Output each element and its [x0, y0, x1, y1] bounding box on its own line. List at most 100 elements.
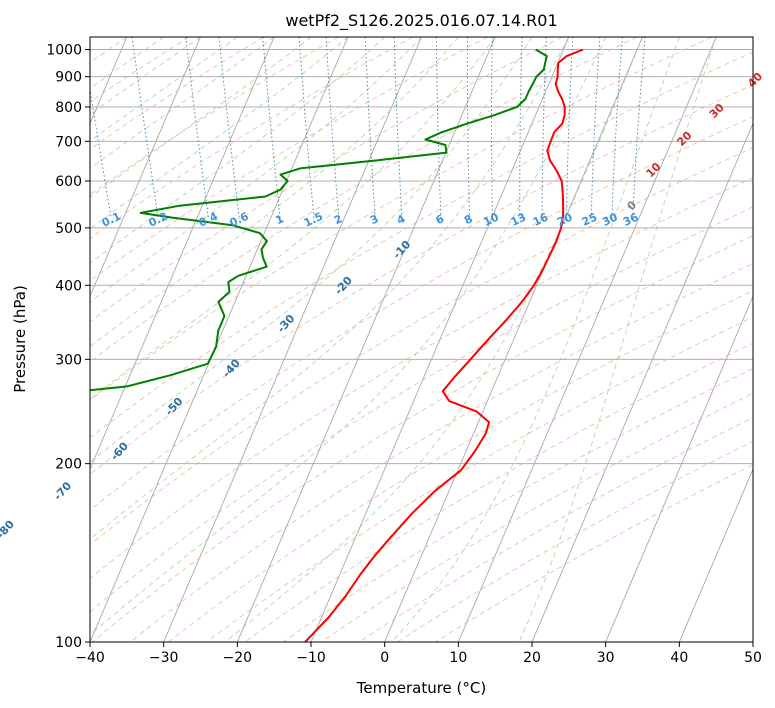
mixing-ratio-line	[491, 37, 493, 219]
moist-adiabat-line	[90, 37, 238, 142]
x-tick-label: 50	[744, 650, 762, 666]
isotherm-line	[678, 467, 753, 642]
mixing-ratio-label: 2	[332, 212, 344, 227]
dry-adiabat-line	[244, 342, 753, 642]
dry-adiabat-line	[320, 392, 753, 642]
dry-adiabat-line	[90, 146, 753, 546]
dry-adiabat-line	[282, 368, 753, 642]
isotherm-label: -20	[332, 274, 355, 298]
mixing-ratio-label: 13	[509, 211, 528, 229]
y-tick-label: 200	[55, 457, 82, 473]
moist-adiabat-line	[391, 37, 680, 642]
dry-adiabat-line	[90, 37, 488, 282]
moist-adiabat-line	[90, 37, 533, 463]
isotherm-line	[752, 640, 753, 642]
moist-adiabat-line	[90, 37, 164, 89]
y-tick-label: 900	[55, 70, 82, 86]
isotherm-line	[384, 37, 643, 642]
mixing-ratio-label: 6	[434, 212, 447, 227]
mixing-ratio-line	[611, 37, 623, 219]
y-tick-label: 100	[55, 635, 82, 651]
mixing-ratio-label: 1	[273, 212, 285, 227]
mixing-ratio-line	[131, 37, 159, 219]
mixing-ratio-label: 1.5	[302, 210, 325, 230]
moist-adiabat-line	[90, 37, 312, 198]
mixing-ratio-label: 16	[531, 210, 551, 228]
moist-adiabat-label: 0	[625, 198, 640, 213]
moist-adiabat-line	[90, 37, 201, 115]
mixing-ratio-label: 3	[368, 212, 380, 227]
x-tick-label: 40	[670, 650, 688, 666]
moist-adiabat-line	[90, 37, 607, 636]
y-tick-label: 1000	[46, 43, 82, 59]
moist-adiabat-label: 20	[675, 129, 695, 149]
mixing-ratio-label: 0.6	[227, 210, 250, 230]
isotherm-line	[605, 295, 753, 642]
isotherm-line	[457, 37, 717, 642]
isotherm-label: -30	[275, 312, 298, 336]
y-tick-label: 700	[55, 134, 82, 150]
mixing-ratio-line	[325, 37, 340, 219]
isotherm-line	[90, 37, 349, 642]
mixing-ratio-label: 8	[462, 212, 474, 227]
dry-adiabat-line	[168, 290, 753, 642]
dry-adiabat-line	[90, 37, 414, 239]
mixing-ratio-line	[218, 37, 240, 219]
isotherm-label: -60	[108, 439, 131, 463]
series-layer	[90, 48, 584, 642]
dry-adiabat-line	[90, 51, 753, 439]
mixing-ratio-label: 25	[580, 211, 599, 229]
grid-layer	[90, 37, 753, 642]
dry-adiabat-line	[90, 37, 264, 150]
chart-title: wetPf2_S126.2025.016.07.14.R01	[285, 11, 557, 31]
moist-adiabat-line	[90, 37, 386, 264]
dry-adiabat-line	[90, 37, 339, 196]
y-tick-label: 800	[55, 100, 82, 116]
mixing-ratio-label: 20	[555, 210, 575, 228]
y-tick-label: 600	[55, 174, 82, 190]
isotherm-line	[90, 37, 201, 298]
y-axis-label: Pressure (hPa)	[11, 285, 29, 393]
dry-adiabat-line	[435, 464, 753, 642]
y-tick-label: 300	[55, 352, 82, 368]
dry-adiabat-line	[90, 37, 563, 323]
y-tick-label: 500	[55, 221, 82, 237]
mixing-ratio-label: 30	[600, 210, 620, 228]
moist-adiabat-line	[518, 37, 717, 642]
isotherm-line	[531, 122, 753, 642]
x-tick-label: −40	[75, 650, 105, 666]
isotherm-label: -70	[51, 479, 74, 503]
moist-adiabat-label: 30	[707, 101, 727, 121]
moist-adiabat-label: 40	[745, 70, 765, 90]
moist-adiabat-line	[224, 37, 643, 642]
temperature-line	[304, 48, 584, 642]
moist-adiabat-line	[90, 37, 570, 540]
isotherm-label: -10	[390, 238, 413, 262]
dry-adiabat-line	[90, 177, 753, 580]
mixing-ratio-line	[364, 37, 376, 219]
mixing-ratio-line	[565, 37, 574, 219]
dry-adiabat-line	[90, 206, 753, 613]
mixing-ratio-line	[298, 37, 315, 219]
mixing-ratio-line	[393, 37, 403, 219]
mixing-ratio-label: 36	[621, 210, 641, 228]
x-tick-label: 10	[449, 650, 467, 666]
isotherm-line	[236, 37, 496, 642]
isotherm-label: -50	[163, 395, 186, 419]
mixing-ratio-label: 4	[395, 212, 408, 227]
dry-adiabat-line	[130, 262, 753, 642]
x-tick-label: 20	[523, 650, 541, 666]
dry-adiabat-line	[90, 37, 638, 363]
y-tick-label: 400	[55, 278, 82, 294]
mixing-ratio-line	[519, 37, 523, 219]
moist-adiabat-label: 10	[644, 160, 664, 180]
axis-layer: −40 −30 −20 −10 0 10 20 30 40 5010009008007006005…	[46, 43, 762, 666]
mixing-ratio-label: 10	[481, 210, 501, 228]
dry-adiabat-line	[206, 316, 753, 642]
moist-adiabat-line	[90, 37, 422, 303]
isotherm-label: -80	[0, 518, 17, 542]
x-tick-label: −30	[149, 650, 179, 666]
moist-adiabat-line	[90, 37, 349, 230]
mixing-ratio-line	[90, 86, 112, 219]
x-tick-label: −20	[223, 650, 253, 666]
